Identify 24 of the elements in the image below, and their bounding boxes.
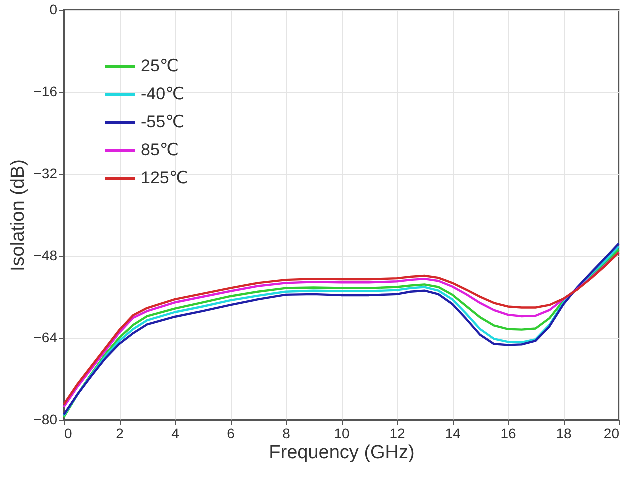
x-tick-label: 14 (445, 426, 461, 442)
x-tick-label: 10 (334, 426, 350, 442)
y-tick-label: −32 (34, 166, 58, 182)
x-tick-label: 20 (604, 426, 620, 442)
legend-label: 125℃ (141, 168, 188, 188)
y-tick-label: −64 (34, 330, 58, 346)
x-tick-label: 8 (282, 426, 291, 442)
x-tick-label: 4 (172, 426, 180, 442)
x-tick-label: 0 (64, 426, 72, 442)
x-tick-label: 12 (390, 426, 406, 442)
x-axis-title: Frequency (GHz) (269, 442, 415, 464)
y-axis-title: Isolation (dB) (8, 160, 29, 272)
legend-label: -40℃ (141, 84, 185, 104)
y-tick-label: 0 (50, 2, 58, 18)
y-tick-label: −48 (34, 248, 58, 264)
x-tick-label: 6 (227, 426, 236, 442)
legend-label: 25℃ (141, 56, 180, 76)
x-tick-label: 16 (500, 426, 516, 442)
legend-label: -55℃ (141, 112, 185, 132)
x-tick-label: 2 (116, 426, 124, 442)
x-tick-label: 18 (556, 426, 572, 442)
y-tick-label: −80 (34, 412, 58, 428)
legend-label: 85℃ (141, 140, 180, 160)
y-tick-label: −16 (34, 84, 58, 100)
